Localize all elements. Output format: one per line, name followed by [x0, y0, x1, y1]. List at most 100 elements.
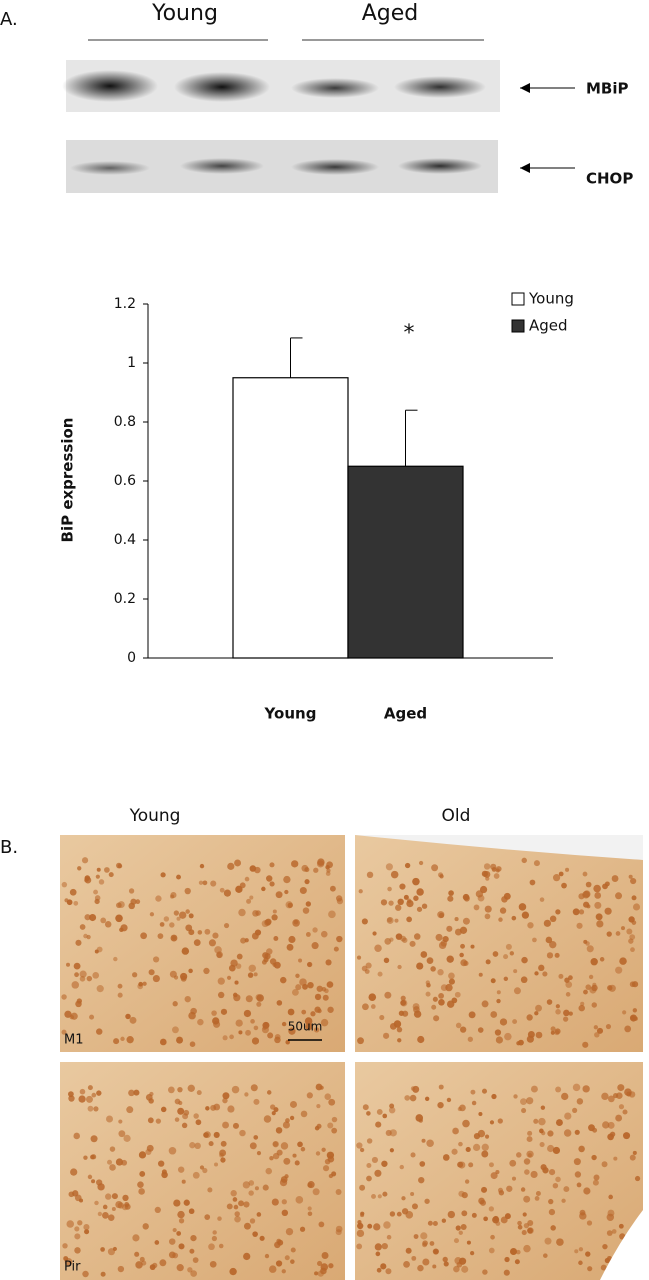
- cell: [523, 1244, 531, 1253]
- cell: [170, 934, 178, 942]
- cell: [174, 1098, 181, 1105]
- cell: [579, 1212, 587, 1220]
- cell: [94, 1200, 99, 1206]
- cell: [543, 919, 551, 927]
- cell: [493, 873, 500, 879]
- cell: [503, 976, 509, 982]
- cell: [618, 1223, 624, 1229]
- cell: [155, 895, 162, 902]
- cell: [547, 1130, 554, 1137]
- cell: [527, 1130, 533, 1136]
- row-label: M1: [64, 1033, 84, 1048]
- cell: [594, 901, 602, 909]
- cell: [400, 999, 408, 1007]
- cell: [631, 895, 637, 901]
- cell: [446, 1097, 452, 1103]
- cell: [462, 1119, 470, 1128]
- cell: [266, 1090, 272, 1095]
- cell: [448, 978, 455, 985]
- cell: [431, 864, 439, 872]
- cell: [495, 1036, 504, 1044]
- cell: [154, 1240, 160, 1245]
- cell: [315, 1083, 323, 1091]
- cell: [504, 1256, 510, 1263]
- band-label: MBiP: [586, 80, 629, 98]
- cell: [212, 1017, 220, 1025]
- legend-swatch: [511, 292, 525, 306]
- cell: [492, 951, 499, 957]
- cell: [252, 1231, 258, 1237]
- cell: [74, 972, 79, 978]
- cell: [555, 909, 561, 915]
- cell: [535, 1031, 543, 1039]
- cell: [362, 1104, 369, 1111]
- cell: [66, 1220, 75, 1228]
- cell: [97, 1211, 103, 1217]
- cell: [481, 1186, 488, 1193]
- cell: [239, 1129, 246, 1137]
- cell: [383, 1032, 390, 1039]
- cell: [437, 969, 444, 976]
- cell: [316, 1260, 323, 1267]
- cell: [286, 943, 294, 951]
- cell: [167, 1086, 175, 1094]
- cell: [481, 1143, 489, 1151]
- cell: [387, 886, 392, 892]
- cell: [68, 1095, 75, 1102]
- cell: [580, 1001, 585, 1006]
- cell: [470, 1251, 475, 1256]
- cell: [512, 1019, 518, 1025]
- cell: [172, 1001, 178, 1007]
- cell: [466, 1240, 471, 1245]
- cell: [118, 1119, 123, 1124]
- cell: [232, 992, 238, 998]
- cell: [91, 1154, 97, 1160]
- cell: [422, 1242, 428, 1248]
- cell: [133, 1089, 140, 1096]
- cell: [595, 913, 603, 921]
- cell: [455, 1022, 462, 1029]
- cell: [66, 962, 71, 967]
- cell: [390, 870, 399, 879]
- cell: [458, 1230, 463, 1235]
- cell: [503, 892, 511, 900]
- y-tick-label: 0.4: [114, 532, 136, 548]
- cell: [565, 981, 573, 988]
- cell: [292, 1153, 297, 1158]
- cell: [116, 902, 122, 909]
- cell: [622, 1109, 628, 1115]
- cell: [275, 891, 283, 899]
- cell: [120, 924, 128, 932]
- cell: [609, 1131, 616, 1137]
- cell: [189, 1041, 196, 1047]
- cell: [276, 1238, 282, 1244]
- cell: [368, 993, 377, 1001]
- cell: [523, 1222, 530, 1229]
- cell: [251, 1037, 260, 1045]
- legend-label: Aged: [529, 317, 568, 335]
- cell: [543, 1253, 548, 1258]
- cell: [183, 1109, 190, 1116]
- cell: [582, 871, 588, 877]
- cell: [388, 1106, 396, 1114]
- cell: [521, 857, 527, 864]
- cell: [134, 1251, 140, 1257]
- cell: [549, 915, 557, 923]
- cell: [552, 874, 561, 882]
- cell: [91, 1179, 96, 1184]
- cell: [488, 1247, 495, 1254]
- cell: [607, 1095, 615, 1103]
- blot-band: [291, 159, 379, 175]
- blot-column-label: Aged: [362, 1, 419, 26]
- cell: [295, 984, 302, 991]
- cell: [235, 885, 243, 894]
- cell: [73, 900, 79, 906]
- cell: [238, 1200, 244, 1207]
- cell: [77, 1220, 83, 1226]
- cell: [409, 940, 416, 947]
- cell: [220, 1008, 228, 1015]
- cell: [633, 1016, 638, 1021]
- cell: [523, 1158, 531, 1165]
- cell: [385, 863, 393, 871]
